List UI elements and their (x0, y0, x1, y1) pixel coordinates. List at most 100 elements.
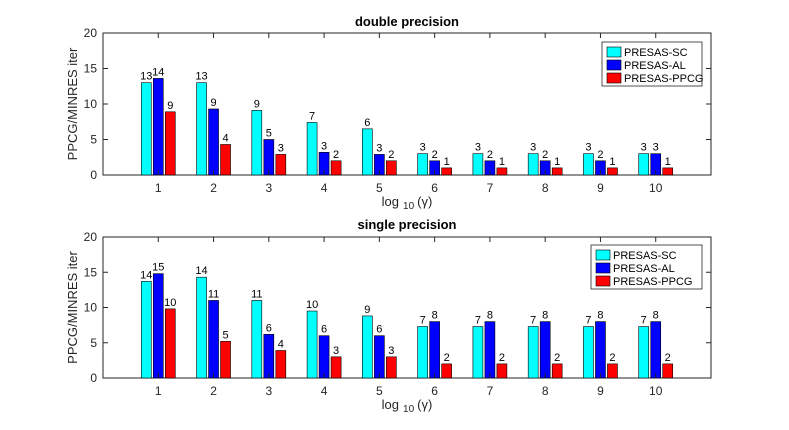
bar-presas-al-3 (263, 139, 275, 176)
x-tick-label: 7 (487, 384, 494, 398)
data-label: 9 (364, 304, 370, 316)
bar-presas-ppcg-8 (551, 363, 563, 379)
bar-presas-al-6 (429, 321, 440, 379)
y-tick-label: 15 (84, 265, 98, 279)
bar-presas-sc-1 (140, 82, 152, 176)
bar-presas-al-9 (595, 321, 606, 379)
chart-title: double precision (355, 14, 459, 29)
data-label: 15 (152, 262, 164, 274)
data-label: 2 (487, 149, 493, 161)
data-label: 3 (321, 140, 327, 152)
data-label: 2 (597, 149, 603, 161)
data-label: 1 (665, 156, 671, 168)
y-axis-label: PPCG/MINRES iter (65, 47, 80, 160)
bar-presas-ppcg-1 (164, 111, 176, 176)
bar-presas-sc-10 (638, 326, 650, 379)
data-label: 1 (609, 156, 615, 168)
bar-presas-sc-6 (417, 326, 428, 379)
data-label: 2 (444, 352, 450, 364)
x-tick-label: 2 (210, 384, 217, 398)
data-label: 6 (266, 322, 272, 334)
data-label: 3 (653, 142, 659, 154)
data-label: 9 (254, 98, 260, 110)
legend-entry: PRESAS-PPCG (624, 73, 703, 85)
data-label: 14 (140, 269, 152, 281)
y-tick-label: 20 (84, 230, 98, 244)
data-label: 6 (364, 117, 370, 129)
x-tick-label: 1 (155, 384, 162, 398)
bar-presas-ppcg-5 (386, 160, 397, 176)
legend-entry: PRESAS-SC (624, 47, 688, 59)
bar-presas-ppcg-10 (662, 363, 674, 379)
data-label: 2 (388, 149, 394, 161)
bar-presas-al-3 (263, 333, 275, 379)
data-label: 2 (609, 352, 615, 364)
bar-presas-al-5 (374, 335, 385, 379)
legend-entry: PRESAS-PPCG (613, 276, 692, 288)
bar-presas-sc-3 (251, 110, 263, 176)
bar-presas-ppcg-3 (275, 350, 287, 379)
data-label: 11 (208, 288, 219, 300)
bar-presas-sc-6 (417, 153, 428, 176)
x-axis-label-tail: (γ) (417, 397, 432, 412)
bar-presas-sc-3 (251, 300, 263, 379)
legend-entry: PRESAS-AL (624, 60, 686, 72)
x-tick-label: 3 (265, 181, 272, 195)
bar-presas-ppcg-3 (275, 154, 287, 176)
bar-presas-ppcg-7 (496, 363, 508, 379)
data-label: 8 (597, 310, 603, 322)
bar-presas-al-4 (318, 335, 330, 379)
y-tick-label: 20 (84, 26, 98, 40)
legend-entry: PRESAS-AL (613, 263, 675, 275)
bar-presas-sc-9 (583, 326, 594, 379)
y-tick-label: 10 (84, 301, 98, 315)
data-label: 5 (266, 128, 272, 140)
bar-presas-ppcg-9 (607, 363, 618, 379)
chart-title: single precision (358, 217, 457, 232)
bar-presas-ppcg-6 (441, 363, 452, 379)
data-label: 3 (475, 142, 481, 154)
data-label: 3 (530, 142, 536, 154)
x-tick-label: 5 (376, 181, 383, 195)
x-tick-label: 9 (597, 181, 604, 195)
data-label: 7 (641, 315, 647, 327)
data-label: 8 (432, 310, 438, 322)
y-tick-label: 0 (90, 168, 97, 182)
data-label: 4 (222, 132, 228, 144)
data-label: 8 (653, 310, 659, 322)
data-label: 2 (554, 352, 560, 364)
x-tick-label: 4 (321, 181, 328, 195)
y-tick-label: 15 (84, 62, 98, 76)
data-label: 1 (554, 156, 560, 168)
x-axis-label-sub: 10 (403, 404, 415, 415)
data-label: 2 (665, 352, 671, 364)
bar-presas-ppcg-7 (496, 167, 508, 176)
legend-entry: PRESAS-SC (613, 250, 677, 262)
bar-presas-sc-5 (362, 128, 373, 176)
data-label: 3 (376, 142, 382, 154)
x-axis-label: log 10 (γ) (382, 194, 433, 212)
data-label: 11 (251, 288, 262, 300)
data-label: 9 (167, 100, 173, 112)
data-label: 9 (210, 97, 216, 109)
y-tick-label: 5 (90, 133, 97, 147)
x-tick-label: 8 (542, 384, 549, 398)
x-tick-label: 8 (542, 181, 549, 195)
data-label: 13 (140, 71, 152, 83)
data-label: 2 (499, 352, 505, 364)
x-tick-label: 5 (376, 384, 383, 398)
x-tick-label: 1 (155, 181, 162, 195)
x-tick-label: 10 (649, 384, 663, 398)
x-tick-label: 3 (265, 384, 272, 398)
data-label: 5 (222, 329, 228, 341)
bar-presas-sc-4 (306, 122, 318, 176)
bar-presas-al-1 (152, 273, 164, 379)
x-tick-label: 6 (431, 384, 438, 398)
data-label: 1 (444, 156, 450, 168)
bar-presas-sc-2 (196, 276, 207, 379)
data-label: 2 (432, 149, 438, 161)
y-tick-label: 0 (90, 371, 97, 385)
x-tick-label: 4 (321, 384, 328, 398)
